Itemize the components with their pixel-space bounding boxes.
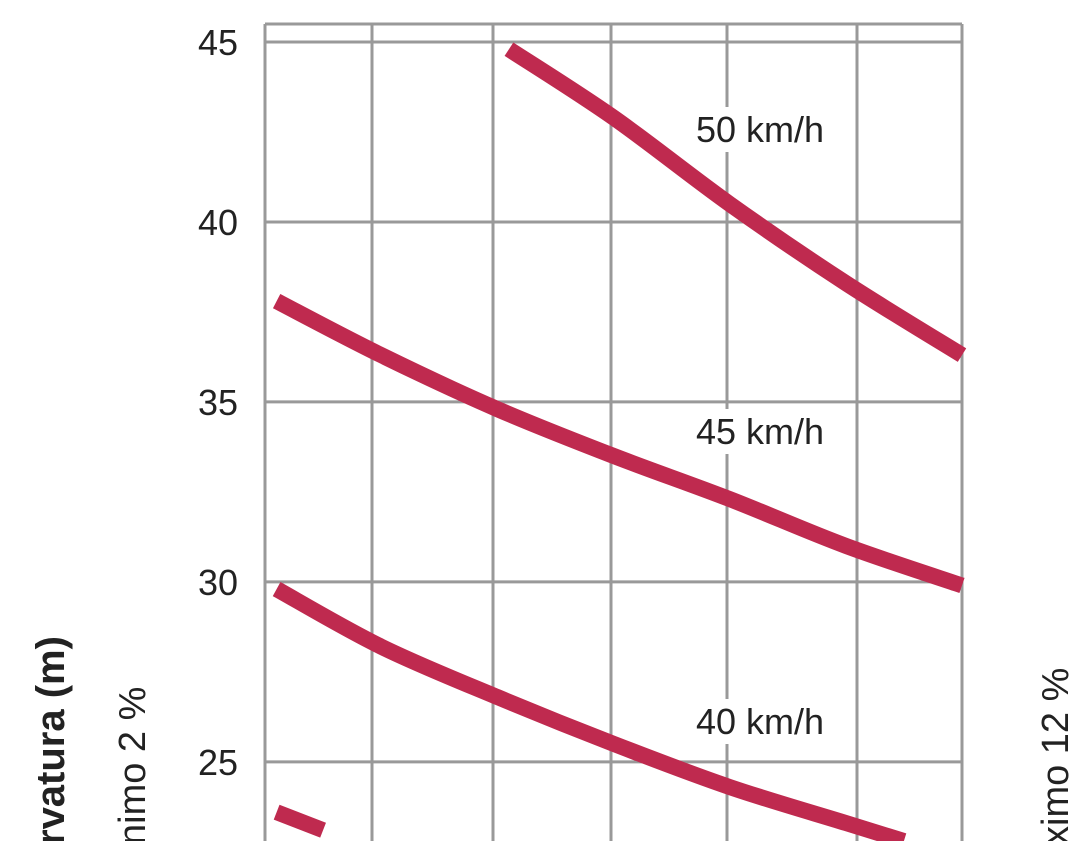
left-side-label: nimo 2 % [112, 687, 154, 841]
series-labels: 50 km/h 45 km/h 40 km/h [689, 107, 831, 744]
series-label: 50 km/h [696, 109, 824, 150]
series-label: 45 km/h [696, 411, 824, 452]
y-tick-label: 25 [198, 742, 238, 783]
y-tick-label: 35 [198, 382, 238, 423]
series-label-background [689, 107, 831, 152]
y-tick-label: 45 [198, 22, 238, 63]
y-axis-label: rvatura (m) [29, 636, 73, 841]
series-label-background [689, 699, 831, 744]
series-line [504, 42, 967, 362]
right-side-label: ximo 12 % [1035, 668, 1077, 841]
y-tick-label: 40 [198, 202, 238, 243]
curves [272, 42, 967, 841]
y-tick-labels: 45 40 35 30 25 [198, 22, 238, 783]
series-line [272, 294, 965, 594]
grid [263, 22, 964, 841]
series-label-background [689, 409, 831, 454]
series-line [272, 582, 907, 841]
y-tick-label: 30 [198, 562, 238, 603]
series-label: 40 km/h [696, 701, 824, 742]
series-line [273, 804, 326, 838]
